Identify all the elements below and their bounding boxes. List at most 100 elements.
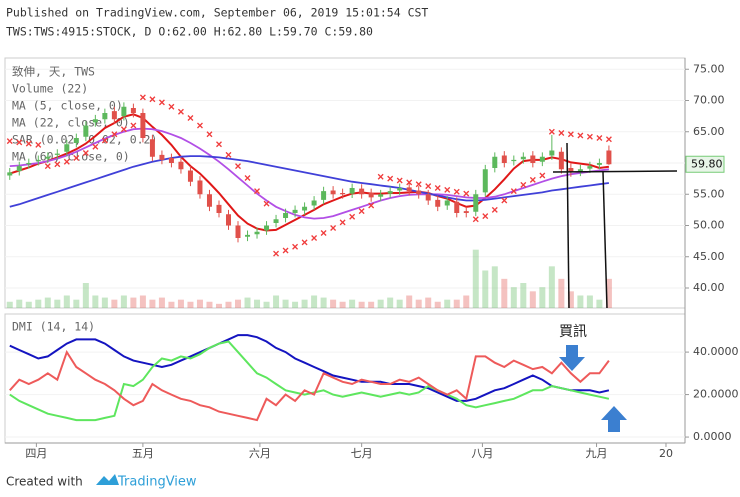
sar-point	[177, 108, 184, 115]
dmi-line	[9, 340, 610, 422]
volume-bar	[520, 283, 527, 308]
x-tick-label: 八月	[471, 447, 493, 460]
volume-bar	[225, 301, 232, 308]
candle-body	[378, 194, 384, 197]
sar-point	[120, 126, 127, 133]
volume-bar	[596, 299, 603, 308]
sar-point	[254, 188, 260, 195]
sar-point	[187, 115, 194, 121]
candle-body	[558, 151, 564, 170]
sar-point	[482, 213, 489, 220]
sar-point	[197, 122, 203, 129]
sar-point	[63, 158, 70, 165]
sar-point	[206, 131, 213, 138]
volume-bar	[215, 303, 222, 308]
volume-bar	[434, 301, 441, 308]
candle-body	[206, 194, 212, 207]
candle-body	[235, 225, 241, 238]
volume-bar	[35, 299, 42, 308]
y-tick-label: 40.0000	[693, 345, 739, 358]
sar-point	[510, 188, 517, 195]
sar-point	[586, 133, 593, 140]
volume-bar	[54, 299, 61, 308]
volume-bar	[301, 299, 308, 308]
brand-logo	[96, 474, 119, 485]
candle-body	[482, 169, 488, 193]
candle-body	[311, 200, 317, 206]
volume-bar	[177, 299, 184, 308]
sar-point	[567, 131, 574, 138]
volume-bar	[330, 299, 337, 308]
candle-body	[530, 155, 536, 163]
candle-body	[340, 193, 346, 195]
candle-body	[111, 111, 117, 120]
sar-point	[491, 206, 498, 213]
volume-bar	[25, 301, 32, 308]
volume-bar	[139, 295, 146, 308]
last-price-tag	[685, 155, 725, 173]
candle-body	[83, 125, 89, 137]
sar-point	[244, 175, 251, 181]
candle-body	[330, 190, 336, 195]
sar-point	[501, 197, 508, 204]
sar-point	[149, 96, 156, 103]
volume-bar	[586, 295, 593, 308]
candle-body	[302, 206, 308, 211]
volume-bar	[415, 299, 422, 308]
candle-body	[245, 234, 251, 237]
candle-body	[473, 194, 479, 212]
legend-entry: MA (5, close, 0)	[12, 99, 123, 113]
sar-point	[216, 141, 222, 148]
y-tick-label: 65.00	[693, 125, 725, 138]
volume-bar	[453, 299, 460, 308]
volume-bar	[254, 299, 261, 308]
candle-body	[264, 225, 270, 231]
dmi-line	[9, 334, 610, 402]
sar-point	[596, 135, 603, 141]
legend-entry: SAR (0.02, 0.02, 0.2)	[12, 133, 157, 147]
volume-bar	[149, 299, 156, 308]
volume-bar	[16, 299, 23, 308]
sar-point	[225, 151, 232, 158]
candle-body	[425, 194, 431, 201]
sar-point	[406, 179, 413, 186]
sar-point	[73, 155, 80, 161]
dmi-line	[9, 349, 610, 422]
candle-body	[463, 211, 469, 213]
candle-body	[197, 180, 203, 195]
y-tick-label: 70.00	[693, 94, 725, 107]
sar-point	[415, 181, 422, 188]
sar-point	[44, 163, 51, 170]
candle-body	[454, 201, 460, 213]
volume-bar	[577, 295, 584, 308]
candle-body	[539, 156, 545, 162]
candle-body	[187, 170, 193, 182]
candle-body	[130, 108, 136, 113]
candle-body	[140, 113, 146, 138]
annotation-text: 買訊	[559, 324, 587, 340]
sar-point	[273, 250, 280, 257]
candle-body	[549, 150, 555, 156]
sar-point	[472, 216, 479, 223]
sar-point	[263, 200, 270, 207]
sar-point	[425, 183, 432, 190]
candle-body	[368, 193, 374, 198]
y-tick-label: 50.00	[693, 219, 725, 232]
candle-body	[435, 199, 441, 207]
legend-entry: Volume (22)	[12, 82, 88, 96]
sar-point	[548, 128, 555, 135]
candle-body	[606, 150, 612, 165]
volume-bar	[111, 299, 118, 308]
sar-point	[168, 103, 175, 110]
x-tick-label: 五月	[132, 447, 154, 460]
candle-body	[596, 163, 602, 165]
candle-body	[292, 209, 298, 213]
volume-bar	[187, 301, 194, 308]
sar-point	[25, 140, 32, 147]
y-tick-label: 55.00	[693, 187, 725, 200]
y-tick-label: 40.00	[693, 281, 725, 294]
volume-bar	[358, 301, 365, 308]
sar-point	[577, 132, 584, 139]
candle-body	[225, 214, 231, 226]
volume-bar	[168, 301, 175, 308]
